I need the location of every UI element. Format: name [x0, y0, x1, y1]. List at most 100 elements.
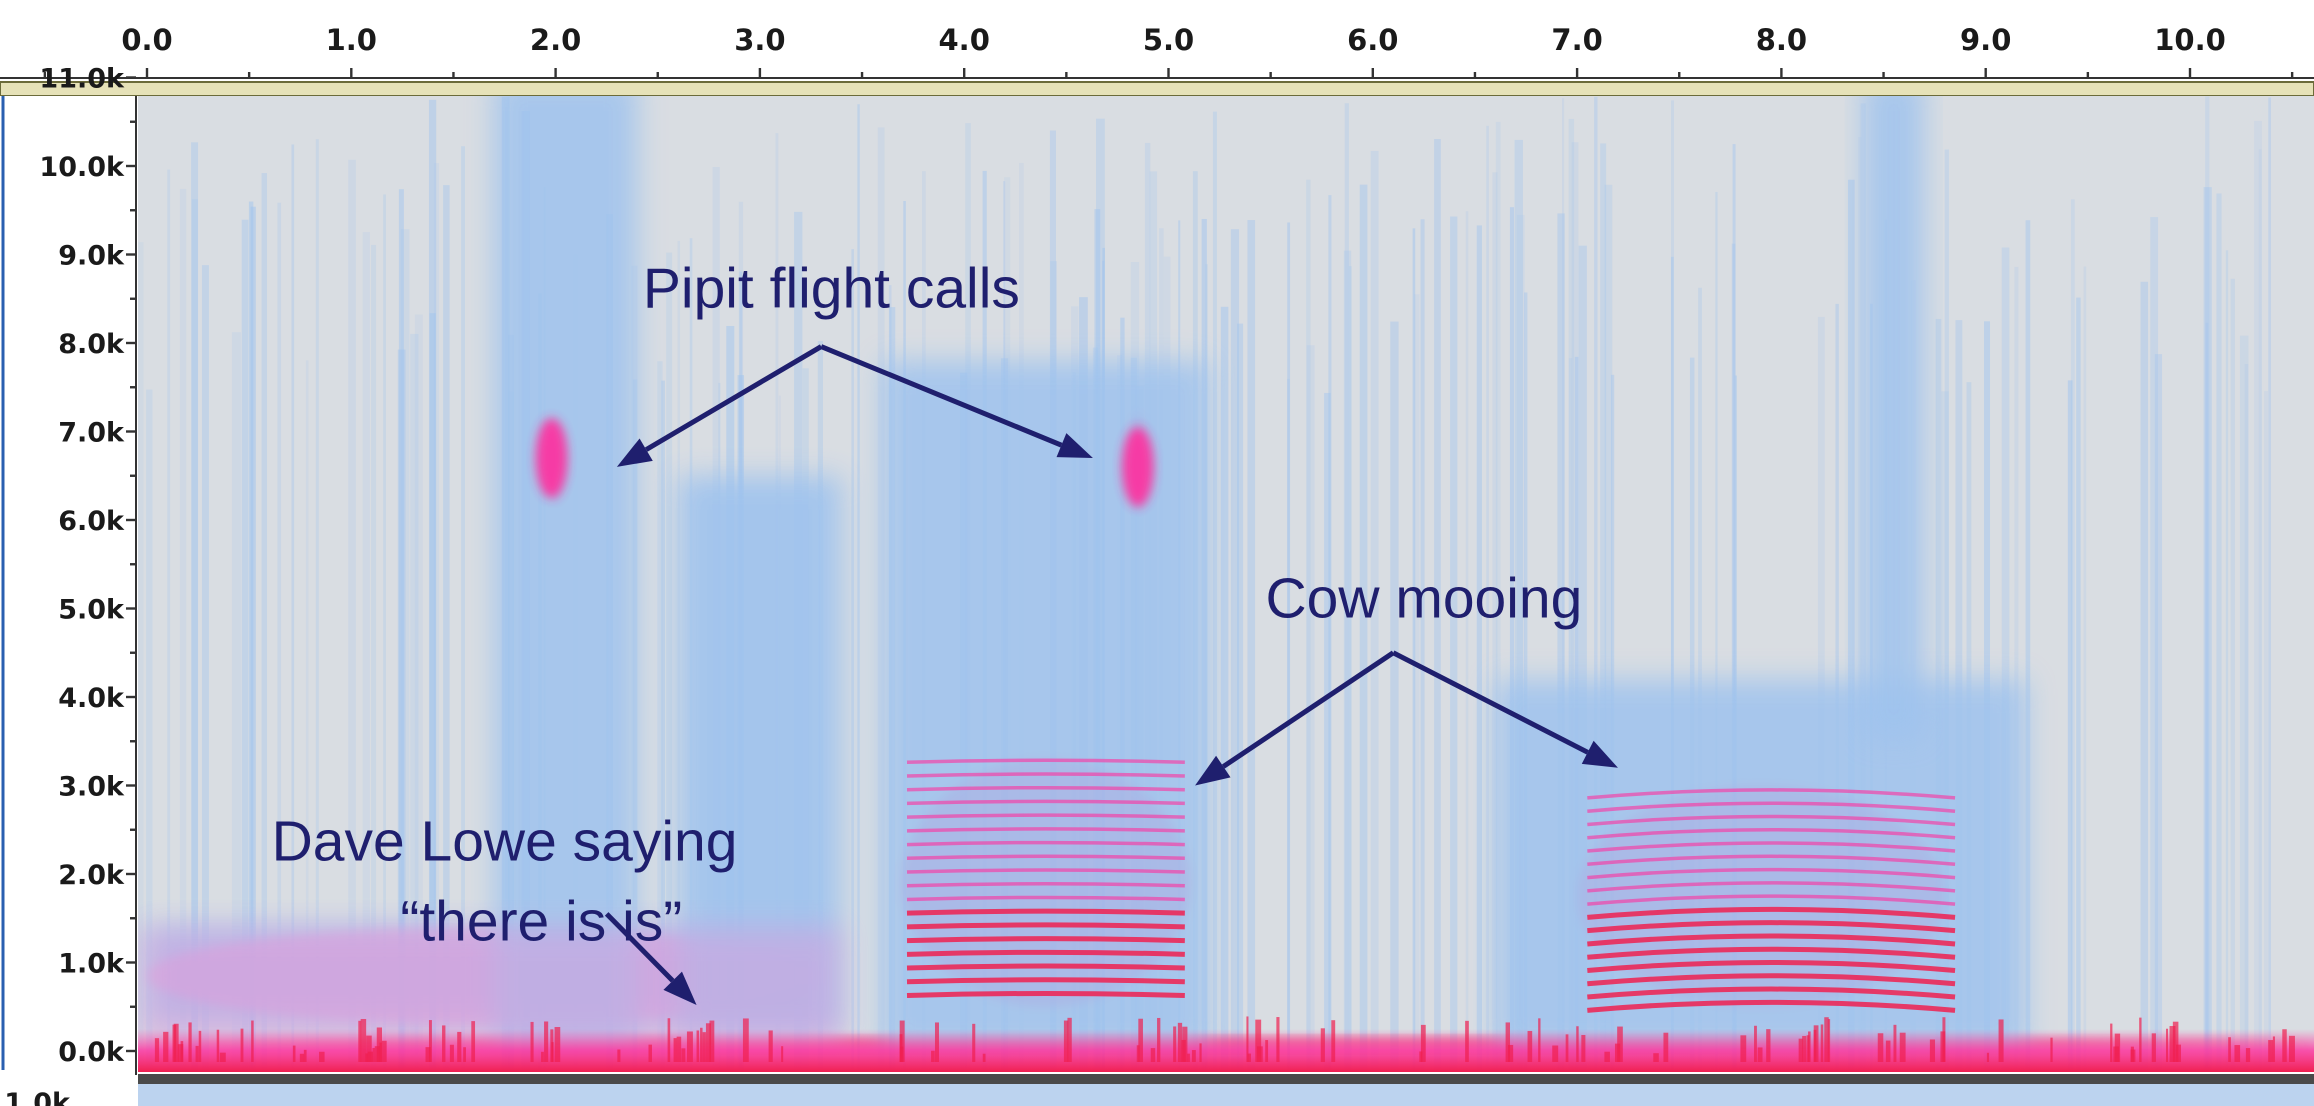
time-ruler-background	[0, 0, 2314, 82]
floor-spike	[899, 1020, 905, 1062]
floor-spike	[544, 1021, 549, 1062]
floor-spike	[177, 1044, 184, 1062]
noise-streak	[666, 252, 673, 1072]
floor-spike	[676, 1036, 682, 1062]
track-divider	[138, 1074, 2314, 1084]
floor-spike	[2166, 1028, 2169, 1062]
noise-streak	[1495, 121, 1501, 1072]
noise-streak	[1344, 103, 1349, 1072]
noise-streak	[1220, 306, 1229, 1072]
noise-streak	[2067, 380, 2073, 1072]
cow-harmonic-1	[906, 977, 1185, 985]
cow-harmonic-1	[906, 990, 1185, 998]
cow-harmonic-1	[906, 854, 1185, 861]
cow-harmonic-2	[1587, 894, 1956, 906]
noise-streak	[1348, 266, 1352, 1072]
floor-spike	[1199, 1043, 1202, 1062]
pipit-call-blob	[535, 418, 568, 499]
cow-harmonic-1	[906, 785, 1185, 792]
floor-spike	[673, 1038, 677, 1062]
frequency-tick-labels: 11.0k 10.0k 9.0k 8.0k 7.0k 6.0k 5.0k 4.0…	[39, 64, 125, 1069]
floor-spike	[681, 1048, 686, 1062]
cow-harmonic-2	[1587, 881, 1956, 893]
floor-spike	[1420, 1024, 1426, 1062]
noise-streak	[2264, 391, 2268, 1072]
noise-streak	[1516, 214, 1525, 1072]
pipit-call-blob	[1121, 426, 1154, 507]
floor-spike	[541, 1051, 544, 1062]
noise-streak	[1306, 179, 1311, 1072]
time-tick-label: 9.0	[1960, 23, 2011, 57]
time-ruler[interactable]: 0.0 1.0 2.0 3.0 4.0 5.0 6.0 7.0 8.0 9.0 …	[0, 0, 2314, 82]
cow-harmonic-2	[1587, 946, 1956, 960]
noise-streak	[241, 219, 249, 1072]
noise-streak	[443, 185, 450, 1072]
noise-streak	[2244, 364, 2249, 1072]
floor-spike	[376, 1027, 383, 1062]
cow-harmonic-1	[906, 895, 1185, 902]
noise-streak	[201, 265, 209, 1072]
floor-spike	[1527, 1030, 1533, 1062]
noise-streak	[1492, 172, 1498, 1072]
floor-band	[138, 1028, 2314, 1072]
floor-spike	[702, 1032, 706, 1062]
noise-streak	[1328, 195, 1332, 1072]
annotation-arrows	[604, 344, 1618, 1005]
cow-harmonic-2	[1587, 841, 1956, 853]
noise-streak	[1486, 125, 1489, 1072]
floor-spike	[372, 1047, 375, 1062]
floor-spike	[1899, 1032, 1906, 1062]
noise-streak	[315, 139, 319, 1072]
floor-spike	[1827, 1019, 1831, 1062]
floor-spike	[1508, 1044, 1514, 1062]
noise-streak	[877, 127, 885, 1072]
floor-spike	[742, 1018, 749, 1062]
floor-spike	[1565, 1034, 1569, 1062]
floor-spike	[1331, 1020, 1336, 1062]
cow-harmonic-1	[906, 949, 1185, 957]
floor-spike	[1191, 1050, 1196, 1062]
timeline-bar[interactable]	[0, 81, 2314, 97]
floor-spike	[686, 1031, 693, 1062]
floor-spike	[2169, 1026, 2176, 1062]
floor-spike	[2289, 1035, 2295, 1062]
next-track-spectrogram[interactable]	[138, 1084, 2314, 1106]
spectrogram-plot[interactable]	[138, 78, 2314, 1073]
noise-streak	[1434, 139, 1441, 1072]
low-frequency-floor	[138, 927, 2314, 1072]
floor-spike	[358, 1020, 362, 1062]
dave-arrow-shaft	[604, 912, 675, 983]
floor-spike	[251, 1020, 254, 1062]
noise-streak	[2268, 97, 2272, 1072]
floor-spike	[163, 1031, 169, 1062]
cow-arrow-left-shaft	[1221, 650, 1395, 769]
noise-streak	[1212, 111, 1217, 1072]
annotations: Pipit flight calls Cow mooing Dave Lowe …	[272, 257, 1618, 1005]
cow-harmonic-2	[1587, 920, 1956, 934]
floor-spike	[1998, 1019, 2004, 1062]
noise-streak	[2205, 322, 2209, 1072]
noise-streak	[1594, 96, 1598, 1072]
dave-arrow-head	[663, 971, 697, 1005]
noise-streak	[1414, 294, 1420, 1072]
cow-mooing-label: Cow mooing	[1265, 566, 1582, 630]
noise-streak	[1571, 142, 1579, 1072]
noise-streak	[1230, 229, 1240, 1072]
noise-streak	[1237, 323, 1244, 1072]
noise-streak	[851, 249, 854, 1072]
floor-spike	[299, 1053, 305, 1062]
noise-streak	[2001, 247, 2010, 1072]
cow-harmonic-2	[1587, 933, 1956, 947]
cow-harmonic-1	[906, 799, 1185, 806]
floor-spike	[1929, 1039, 1936, 1062]
floor-spike	[173, 1023, 179, 1062]
noise-streak	[348, 159, 356, 1072]
floor-spike	[1604, 1051, 1610, 1062]
floor-spike	[219, 1052, 226, 1062]
noise-streak	[2230, 278, 2235, 1072]
floor-spike	[2050, 1037, 2053, 1062]
floor-spike	[1465, 1020, 1469, 1062]
floor-spike	[1893, 1024, 1897, 1062]
floor-spike	[2234, 1045, 2241, 1062]
floor-spike	[1150, 1048, 1156, 1062]
